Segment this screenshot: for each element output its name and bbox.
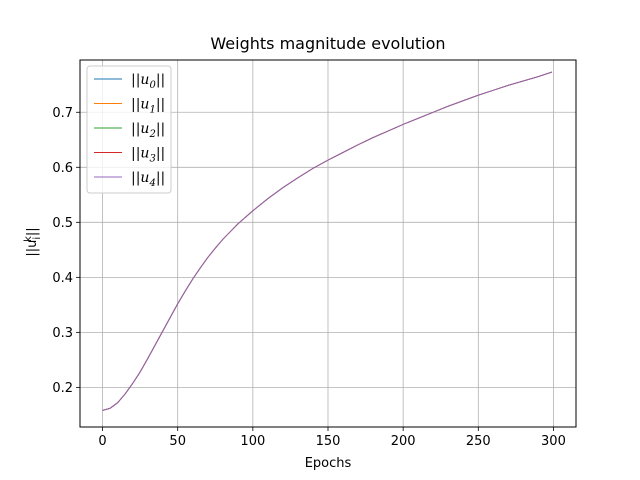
legend-label-3: ||u3||: [131, 146, 165, 165]
y-tick-label: 0.6: [52, 161, 73, 176]
series-lines: [102, 71, 553, 411]
y-tick-label: 0.4: [52, 271, 73, 286]
x-tick-label: 250: [466, 434, 491, 449]
x-tick-label: 300: [541, 434, 566, 449]
legend-label-1: ||u1||: [131, 97, 165, 116]
grid: [80, 60, 576, 427]
x-tick-label: 150: [316, 434, 341, 449]
series-line-4: [102, 71, 553, 411]
x-tick-label: 200: [391, 434, 416, 449]
y-tick-label: 0.7: [52, 106, 73, 121]
x-axis: 0 50 100 150 200 250 300: [98, 427, 566, 449]
y-tick-label: 0.5: [52, 216, 73, 231]
y-axis: 0.2 0.3 0.4 0.5 0.6 0.7: [52, 106, 80, 396]
legend: ||u0|| ||u1|| ||u2|| ||u3|| ||u4||: [86, 65, 172, 194]
legend-label-2: ||u2||: [131, 121, 165, 140]
x-tick-label: 50: [169, 434, 186, 449]
legend-label-4: ||u4||: [131, 170, 165, 189]
x-tick-label: 100: [240, 434, 265, 449]
x-tick-label: 0: [98, 434, 106, 449]
chart-title: Weights magnitude evolution: [210, 34, 445, 53]
legend-label-0: ||u0||: [131, 72, 165, 91]
legend-box: [86, 65, 172, 194]
x-axis-title: Epochs: [305, 456, 352, 471]
y-tick-label: 0.3: [52, 326, 73, 341]
y-axis-title: ||uik||: [23, 227, 43, 256]
y-tick-label: 0.2: [52, 381, 73, 396]
